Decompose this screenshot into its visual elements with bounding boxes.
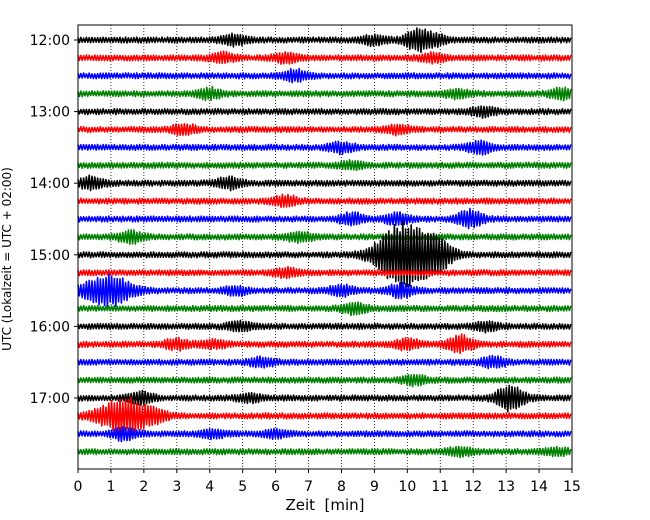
y-axis: 12:00 13:00 14:00 15:00 16:00 17:00 bbox=[30, 33, 78, 407]
trace-1445 bbox=[77, 229, 572, 245]
x-axis: 0 1 2 3 4 5 6 7 8 9 10 11 12 13 14 15 bbox=[74, 469, 581, 495]
trace-1515 bbox=[77, 265, 572, 280]
trace-1530 bbox=[77, 273, 572, 308]
x-tick-label: 3 bbox=[172, 479, 181, 495]
x-tick-label: 2 bbox=[139, 479, 148, 495]
trace-1200 bbox=[77, 27, 572, 54]
trace-1700 bbox=[77, 384, 572, 413]
trace-1615 bbox=[77, 333, 572, 355]
trace-1315 bbox=[77, 123, 572, 137]
x-tick-label: 14 bbox=[530, 479, 548, 495]
trace-1715 bbox=[77, 397, 572, 435]
x-tick-label: 1 bbox=[106, 479, 115, 495]
trace-1345 bbox=[77, 159, 572, 172]
x-tick-label: 4 bbox=[205, 479, 214, 495]
y-axis-label: UTC (Lokalzeit = UTC + 02:00) bbox=[0, 167, 14, 351]
x-tick-label: 13 bbox=[497, 479, 515, 495]
trace-1600 bbox=[77, 319, 572, 334]
trace-1245 bbox=[77, 85, 572, 102]
trace-1300 bbox=[77, 105, 572, 119]
trace-1645 bbox=[77, 373, 572, 388]
trace-1230 bbox=[77, 67, 572, 84]
plot-frame bbox=[77, 24, 573, 470]
x-tick-label: 5 bbox=[238, 479, 247, 495]
x-tick-label: 11 bbox=[431, 479, 449, 495]
x-axis-label: Zeit [min] bbox=[285, 496, 364, 514]
y-tick-label: 13:00 bbox=[30, 105, 70, 121]
trace-1430 bbox=[77, 207, 572, 230]
x-tick-label: 6 bbox=[271, 479, 280, 495]
trace-1330 bbox=[77, 139, 572, 156]
x-tick-label: 15 bbox=[563, 479, 581, 495]
y-tick-label: 14:00 bbox=[30, 176, 70, 192]
trace-1630 bbox=[77, 354, 572, 370]
y-tick-label: 17:00 bbox=[30, 391, 70, 407]
trace-1215 bbox=[77, 50, 572, 65]
x-tick-label: 10 bbox=[398, 479, 416, 495]
y-tick-label: 16:00 bbox=[30, 319, 70, 335]
x-tick-label: 9 bbox=[370, 479, 379, 495]
x-tick-label: 0 bbox=[74, 479, 83, 495]
x-tick-label: 7 bbox=[304, 479, 313, 495]
trace-1730 bbox=[77, 426, 572, 443]
trace-1745 bbox=[77, 445, 572, 459]
x-tick-label: 12 bbox=[464, 479, 482, 495]
x-tick-label: 8 bbox=[337, 479, 346, 495]
trace-1545 bbox=[77, 301, 572, 317]
seismogram-traces bbox=[77, 27, 572, 459]
y-tick-label: 15:00 bbox=[30, 248, 70, 264]
y-tick-label: 12:00 bbox=[30, 33, 70, 49]
trace-1415 bbox=[77, 193, 572, 209]
trace-1400 bbox=[77, 174, 572, 192]
trace-1500 bbox=[77, 220, 572, 290]
